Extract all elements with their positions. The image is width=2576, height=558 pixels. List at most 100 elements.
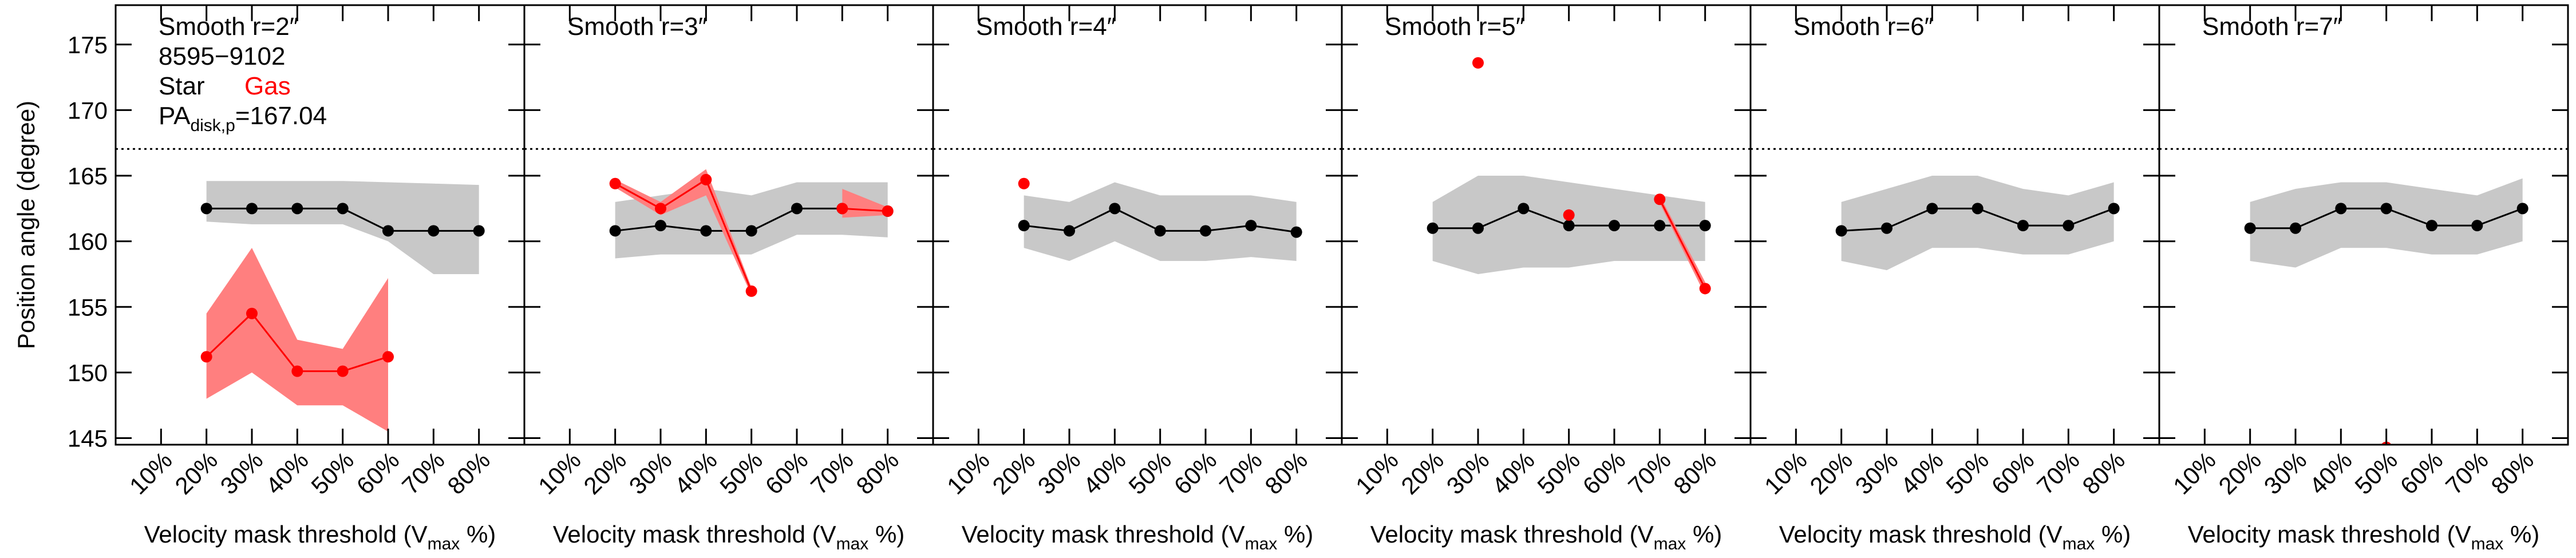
x-label-main: Velocity mask threshold (V [2188,521,2471,548]
series-line [614,178,753,292]
x-label-main: Velocity mask threshold (V [1779,521,2063,548]
x-label-rest: %) [1277,521,1313,548]
x-tick-label: 80% [442,446,495,500]
panel: 10%20%30%40%50%60%70%80% Smooth r=4″ Veloc… [932,4,1343,553]
x-tick-label: 20% [1804,446,1858,500]
x-tick-label: 70% [397,446,450,500]
x-tick-label: 60% [2395,446,2448,500]
x-label-main: Velocity mask threshold (V [144,521,428,548]
x-tick-label: 50% [1532,446,1585,500]
panel-title: Smooth r=6″ [1793,13,1933,41]
x-tick-label: 60% [760,446,813,500]
data-point [1427,222,1439,234]
data-point [2290,222,2301,234]
x-label-sub: max [428,535,460,553]
y-tick-label: 170 [68,97,108,124]
plot-area [609,169,894,297]
x-axis-label: Velocity mask threshold (Vmax %) [553,521,905,553]
plot-area [200,181,485,432]
error-band [615,169,752,295]
data-point [2244,222,2256,234]
data-point [609,177,621,189]
data-point [791,203,803,215]
panel-title: Smooth r=5″ [1385,13,1524,41]
subtitle: 8595−9102 [159,42,285,70]
data-point [382,351,394,363]
y-tick-label: 150 [68,359,108,386]
data-point [200,351,212,363]
x-tick-label: 10% [1759,446,1812,500]
legend-entry: Gas [244,72,291,100]
data-point [1699,220,1711,232]
data-point [1472,222,1484,234]
x-tick-label: 40% [1895,446,1949,500]
x-label-sub: max [1654,535,1686,553]
data-point [2471,220,2483,232]
data-point [1064,225,1075,237]
data-point [1563,220,1575,232]
data-point [609,225,621,237]
annotation-main: PA [159,102,191,130]
x-tick-label: 40% [1487,446,1540,500]
legend-entry: Star [159,72,205,100]
x-label-rest: %) [1686,521,1722,548]
panel-title: Smooth r=4″ [976,13,1116,41]
error-band [1024,182,1297,262]
x-tick-label: 70% [2440,446,2494,500]
x-label-sub: max [2063,535,2095,553]
data-point [2380,203,2392,215]
x-tick-label: 50% [2349,446,2403,500]
plot-frame [2158,4,2569,446]
data-point [1654,220,1666,232]
data-point [246,203,258,215]
x-tick-label: 20% [987,446,1040,500]
data-point [1200,225,1211,237]
x-tick-label: 50% [1941,446,1994,500]
x-tick-label: 10% [533,446,586,500]
data-point [745,225,757,237]
x-label-sub: max [2471,535,2504,553]
x-tick-label: 60% [351,446,405,500]
data-point [1290,226,1302,238]
annotation-sub: disk,p [190,116,235,135]
panel: 145 150 155 160 165 170 175 10%20%30%40%50%60%7… [13,4,526,553]
data-point [1926,203,1938,215]
x-tick-label: 10% [124,446,177,500]
panel-title: Smooth r=2″ [159,13,298,41]
x-tick-label: 80% [1259,446,1313,500]
data-point [2426,220,2437,232]
series-line [1658,199,1706,289]
series-line [842,207,888,212]
panel-title: Smooth r=3″ [567,13,707,41]
data-point [2516,203,2528,215]
x-tick-label: 80% [851,446,904,500]
data-point [1018,220,1030,232]
x-tick-label: 80% [2077,446,2130,500]
x-label-main: Velocity mask threshold (V [962,521,1245,548]
x-tick-label: 70% [1214,446,1267,500]
data-point [700,225,712,237]
data-point [337,365,349,377]
x-label-main: Velocity mask threshold (V [553,521,836,548]
x-label-rest: %) [868,521,904,548]
x-tick-label: 10% [2168,446,2221,500]
x-tick-label: 70% [1623,446,1676,500]
x-axis-label: Velocity mask threshold (Vmax %) [962,521,1314,553]
x-tick-label: 20% [169,446,223,500]
plot-area [2244,178,2528,445]
x-tick-label: 70% [805,446,859,500]
x-tick-label: 20% [1396,446,1449,500]
plot-area [1018,177,1302,262]
data-point [745,285,757,297]
x-tick-label: 30% [2259,446,2312,500]
y-tick-label: 165 [68,163,108,189]
x-label-rest: %) [2095,521,2131,548]
data-point [200,203,212,215]
error-band [206,181,479,274]
x-label-sub: max [836,535,869,553]
x-tick-label: 80% [2486,446,2539,500]
data-point [337,203,349,215]
data-point [2017,220,2029,232]
x-label-sub: max [1245,535,1278,553]
